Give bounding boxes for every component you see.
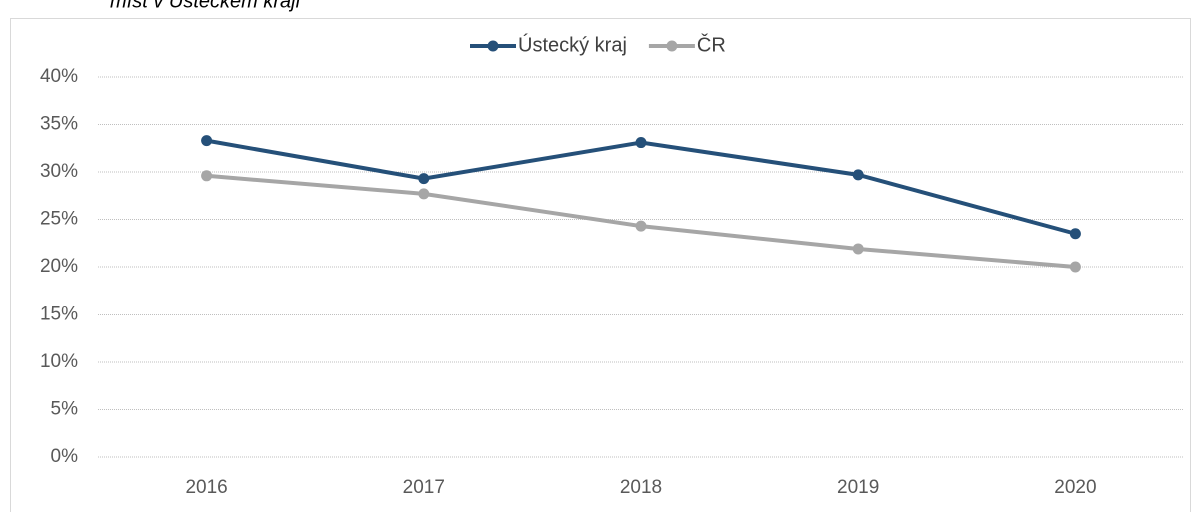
- point: [418, 188, 430, 200]
- y-tick-label: 10%: [40, 351, 78, 372]
- point: [635, 220, 647, 232]
- legend-marker: [666, 40, 678, 52]
- point: [201, 135, 213, 147]
- x-tick-label: 2018: [620, 477, 662, 498]
- chart-border: [10, 18, 1191, 512]
- y-tick-label: 35%: [40, 114, 78, 135]
- x-tick-label: 2017: [403, 477, 445, 498]
- y-tick-label: 0%: [51, 446, 79, 467]
- point: [418, 173, 430, 185]
- point: [852, 169, 864, 181]
- legend-label: ČR: [697, 33, 726, 56]
- x-tick-label: 2016: [185, 477, 227, 498]
- y-tick-label: 25%: [40, 209, 78, 230]
- y-tick-label: 30%: [40, 161, 78, 182]
- x-tick-label: 2020: [1054, 477, 1096, 498]
- x-tick-label: 2019: [837, 477, 879, 498]
- legend-marker: [487, 40, 499, 52]
- point: [1069, 228, 1081, 240]
- point: [201, 170, 213, 182]
- point: [1069, 261, 1081, 273]
- y-tick-label: 20%: [40, 256, 78, 277]
- point: [852, 243, 864, 255]
- y-tick-label: 5%: [51, 399, 79, 420]
- y-tick-label: 40%: [40, 66, 78, 87]
- legend-label: Ústecký kraj: [518, 33, 627, 56]
- chart-title: míst v Ústeckém kraji: [110, 0, 301, 12]
- y-tick-label: 15%: [40, 304, 78, 325]
- point: [635, 137, 647, 149]
